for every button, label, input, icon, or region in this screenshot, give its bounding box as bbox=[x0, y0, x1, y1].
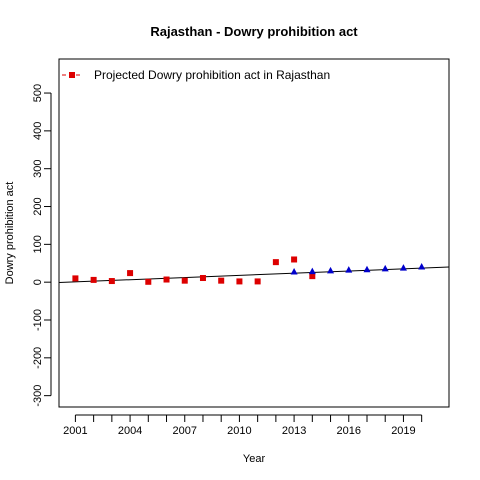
y-tick-label: -200 bbox=[32, 347, 44, 369]
data-point-square bbox=[145, 278, 152, 285]
data-point-square bbox=[218, 277, 225, 284]
plot-area-frame bbox=[58, 58, 450, 408]
data-point-square bbox=[254, 278, 261, 285]
legend-marker bbox=[69, 72, 75, 78]
y-tick-label: 300 bbox=[32, 160, 44, 178]
data-point-square bbox=[163, 276, 170, 283]
data-point-square bbox=[199, 275, 206, 282]
data-point-triangle bbox=[327, 266, 335, 274]
data-point-square bbox=[181, 277, 188, 284]
x-tick-label: 2001 bbox=[63, 425, 87, 437]
x-tick-label: 2007 bbox=[173, 425, 197, 437]
y-tick-label: 400 bbox=[32, 122, 44, 140]
data-point-triangle bbox=[345, 266, 353, 273]
y-axis-label: Dowry prohibition act bbox=[4, 182, 16, 285]
legend: Projected Dowry prohibition act in Rajas… bbox=[62, 68, 330, 82]
data-point-triangle bbox=[363, 265, 371, 273]
x-tick-label: 2013 bbox=[282, 425, 306, 437]
y-tick-label: 0 bbox=[32, 279, 44, 285]
data-point-triangle bbox=[418, 263, 426, 270]
data-point-square bbox=[127, 270, 134, 277]
y-tick-label: 200 bbox=[32, 197, 44, 215]
data-point-triangle bbox=[381, 264, 389, 272]
x-tick-label: 2010 bbox=[227, 425, 251, 437]
y-tick-label: -300 bbox=[32, 385, 44, 407]
data-point-square bbox=[291, 256, 298, 263]
y-tick-label: 100 bbox=[32, 235, 44, 253]
x-axis-label: Year bbox=[243, 453, 266, 465]
data-point-triangle bbox=[399, 264, 407, 271]
data-point-square bbox=[236, 278, 243, 285]
x-axis: 2001 2004 2007 2010 2013 2016 2019 bbox=[63, 414, 423, 437]
trend-line-group bbox=[58, 266, 450, 284]
data-point-square bbox=[90, 276, 97, 283]
data-point-square bbox=[72, 275, 79, 282]
data-point-square bbox=[108, 278, 115, 285]
data-point-triangle bbox=[308, 267, 316, 275]
x-tick-label: 2016 bbox=[337, 425, 361, 437]
trend-line bbox=[58, 266, 450, 284]
x-tick-label: 2019 bbox=[391, 425, 415, 437]
y-tick-label: 500 bbox=[32, 84, 44, 102]
y-tick-label: -100 bbox=[32, 309, 44, 331]
legend-label: Projected Dowry prohibition act in Rajas… bbox=[94, 68, 330, 82]
data-point-square bbox=[272, 259, 279, 266]
data-point-triangle bbox=[290, 267, 298, 275]
data-point-square bbox=[309, 273, 316, 280]
y-axis: -300 -200 -100 0 100 200 300 400 500 bbox=[32, 84, 52, 407]
x-tick-label: 2004 bbox=[118, 425, 142, 437]
chart-title: Rajasthan - Dowry prohibition act bbox=[150, 24, 358, 39]
data-points bbox=[72, 256, 426, 285]
